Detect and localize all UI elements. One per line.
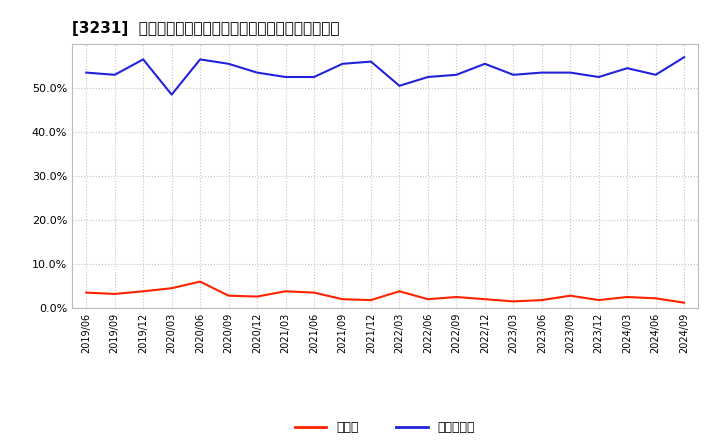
Legend: 現須金, 有利子負債: 現須金, 有利子負債	[290, 416, 480, 439]
Text: [3231]  現須金、有利子負債の総資産に対する比率の推移: [3231] 現須金、有利子負債の総資産に対する比率の推移	[72, 21, 340, 36]
